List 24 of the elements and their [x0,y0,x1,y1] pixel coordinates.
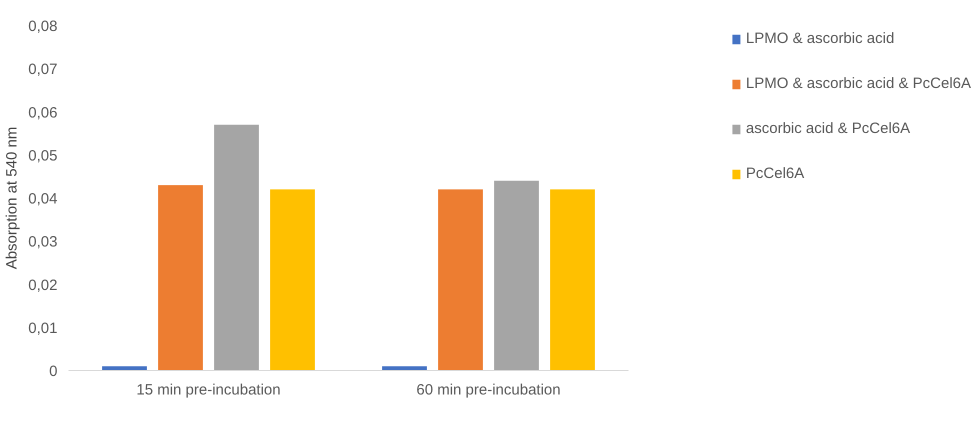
legend-label: PcCel6A [746,165,806,182]
y-tick-label: 0,08 [28,18,58,35]
y-tick-label: 0,04 [28,190,58,208]
bar [214,124,259,370]
legend-label: ascorbic acid & PcCel6A [746,120,912,137]
y-tick-label: 0,07 [28,61,58,78]
legend-label: LPMO & ascorbic acid [746,30,896,47]
bar [438,189,483,370]
legend-label: LPMO & ascorbic acid & PcCel6A [746,75,971,92]
bar [494,180,539,370]
bar [158,185,203,370]
bar [382,366,427,370]
y-tick-label: 0,05 [28,147,58,164]
x-tick-label: 60 min pre-incubation [416,382,561,398]
bar [270,189,315,370]
y-tick-label: 0,03 [28,234,58,251]
y-tick-label: 0,06 [28,104,58,122]
y-tick-label: 0,02 [28,276,58,294]
y-axis-title: Absorption at 540 nm [3,126,20,270]
bar [102,366,147,370]
x-tick-label: 15 min pre-incubation [136,382,281,398]
y-tick-label: 0,01 [28,320,58,337]
bar [550,189,595,370]
y-tick-label: 0 [49,363,58,380]
